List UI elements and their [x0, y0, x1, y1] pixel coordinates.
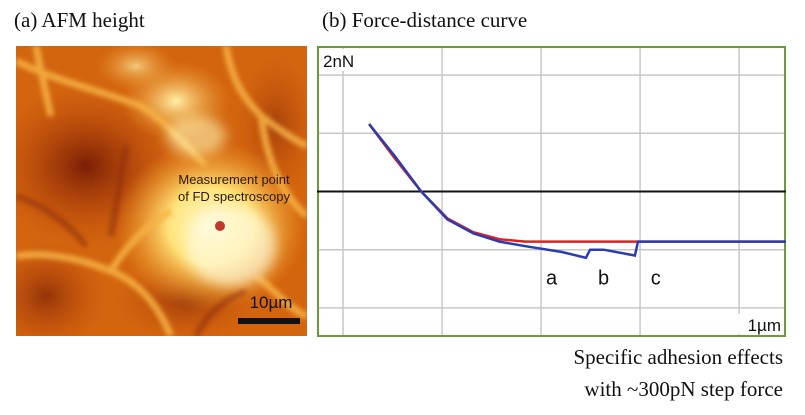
- step-label-b: b: [598, 268, 609, 290]
- x-scale-label-background: [735, 314, 783, 334]
- measurement-point-label-line2: of FD spectroscopy: [178, 189, 290, 204]
- x-scale-label: 1µm: [748, 316, 781, 335]
- step-label-c: c: [651, 268, 661, 290]
- caption-line-2: with ~300pN step force: [584, 377, 783, 401]
- scale-bar-label: 10µm: [250, 293, 293, 312]
- retract-curve: [368, 123, 786, 260]
- scale-bar: [238, 318, 300, 324]
- afm-height-image: Measurement point of FD spectroscopy 10µ…: [16, 46, 307, 336]
- caption-line-1: Specific adhesion effects: [573, 345, 783, 369]
- approach-curve: [368, 123, 786, 243]
- measurement-point-marker: [215, 221, 225, 231]
- y-scale-label: 2nN: [323, 52, 354, 71]
- step-label-a: a: [546, 268, 558, 290]
- y-scale-label-background: [320, 49, 360, 71]
- measurement-point-label-line1: Measurement point: [178, 172, 290, 187]
- force-distance-chart: 2nN 1µm a b c: [317, 46, 786, 337]
- afm-panel-title: (a) AFM height: [14, 8, 145, 32]
- fd-panel-title: (b) Force-distance curve: [322, 8, 528, 32]
